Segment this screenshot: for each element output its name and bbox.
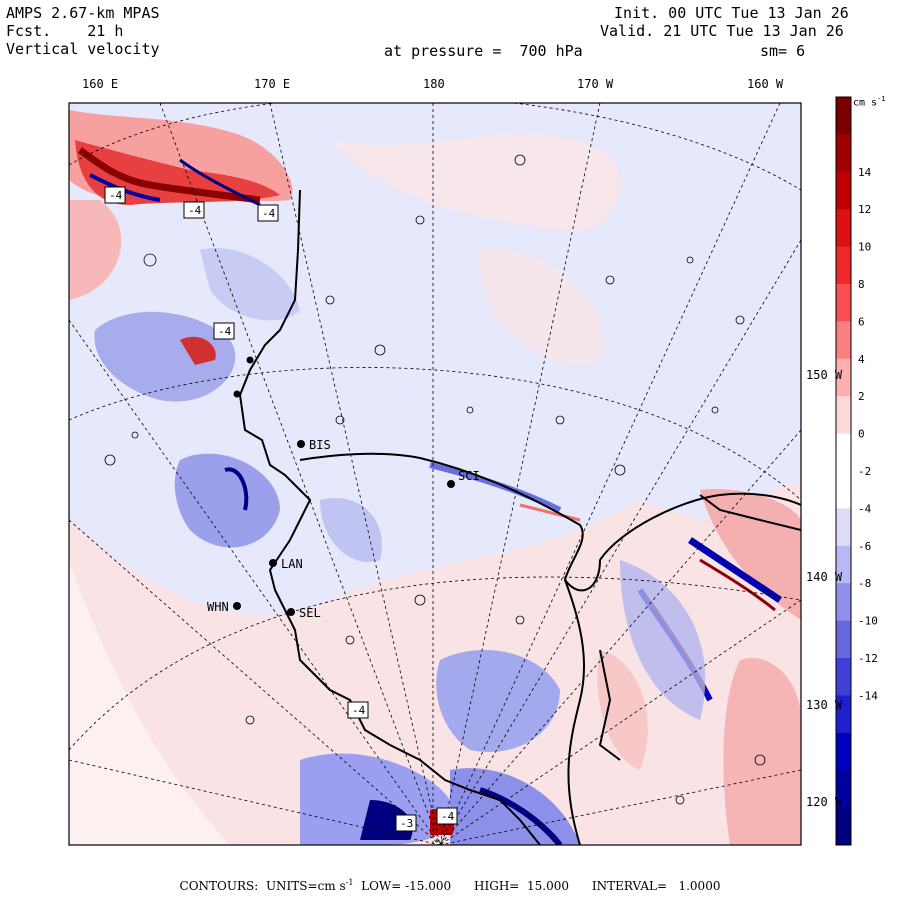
colorbar-tick-label: 8 [858, 278, 865, 291]
colorbar-tick-label: 2 [858, 390, 865, 403]
lon-label-170w: 170 W [577, 77, 614, 91]
stations: BIS SCI LAN WHN SEL [207, 356, 480, 620]
station-lan: LAN [269, 557, 303, 571]
colorbar-swatch [836, 171, 851, 210]
forecast-label-text: Fcst. [6, 22, 52, 40]
lon-label-120w: 120 W [806, 795, 843, 809]
colorbar-swatch [836, 732, 851, 771]
init-time: Init. 00 UTC Tue 13 Jan 26 [614, 4, 849, 22]
smoothing: sm= 6 [760, 42, 806, 60]
colorbar-tick-label: -10 [858, 615, 878, 628]
station-label-lan: LAN [281, 557, 303, 571]
colorbar: 14 12 10 8 6 4 2 0 -2 -4 -6 -8 -10 -12 -14 [835, 96, 878, 846]
vertical-velocity-field [69, 103, 801, 845]
footer-units: UNITS=cm s [265, 879, 346, 893]
contour-label: -4 [441, 810, 455, 823]
colorbar-tick-label: 10 [858, 241, 871, 254]
lon-label-160e: 160 E [82, 77, 119, 91]
colorbar-frame [835, 96, 852, 846]
colorbar-tick-label: -6 [858, 540, 871, 553]
contour-labels: -4 -4 -4 -4 -4 -3 -4 [104, 186, 458, 832]
colorbar-swatch [836, 284, 851, 322]
contour-label-box: -4 [257, 204, 279, 222]
colorbar-swatch [836, 620, 851, 659]
colorbar-tick-label: -2 [858, 465, 871, 478]
valid-time: Valid. 21 UTC Tue 13 Jan 26 [600, 22, 844, 40]
colorbar-swatch [836, 658, 851, 696]
footer-contour-info: CONTOURS: UNITS=cm s-1 LOW= -15.000 HIGH… [0, 878, 900, 893]
contour-label: -3 [400, 817, 413, 830]
contour-label-box: -4 [436, 807, 458, 825]
colorbar-swatch [836, 358, 851, 397]
colorbar-tick-label: 4 [858, 353, 865, 366]
model-title: AMPS 2.67-km MPAS [6, 4, 160, 22]
colorbar-swatch [836, 433, 851, 472]
lon-label-180: 180 [423, 77, 445, 91]
footer-contours: CONTOURS: [179, 879, 259, 893]
colorbar-tick-label: -14 [858, 689, 878, 702]
contour-label: -4 [262, 207, 276, 220]
footer-high: HIGH= 15.000 [474, 879, 569, 893]
lon-label-150w: 150 W [806, 368, 843, 382]
footer-low: LOW= -15.000 [361, 879, 452, 893]
colorbar-tick-label: 14 [858, 166, 872, 179]
contour-label-box: -3 [395, 814, 417, 832]
contour-label-box: -4 [347, 701, 369, 719]
contour-label: -4 [188, 204, 202, 217]
map-frame [68, 102, 802, 846]
contour-label-box: -4 [104, 186, 126, 204]
station-sel: SEL [287, 606, 321, 620]
contour-label: -4 [218, 325, 232, 338]
colorbar-tick-label: 12 [858, 203, 871, 216]
colorbar-swatch [836, 209, 851, 248]
colorbar-tick-label: -4 [858, 502, 872, 515]
colorbar-swatch [836, 321, 851, 360]
contour-label-box: -4 [213, 322, 235, 340]
colorbar-swatch [836, 134, 851, 173]
pressure-level: at pressure = 700 hPa [384, 42, 583, 60]
station-bis: BIS [297, 438, 331, 452]
colorbar-tick-label: 0 [858, 428, 865, 441]
contour-label: -4 [109, 189, 123, 202]
station-label-whn: WHN [207, 600, 229, 614]
colorbar-tick-label: -12 [858, 652, 878, 665]
colorbar-swatch [836, 770, 851, 809]
colorbar-swatch [836, 508, 851, 547]
station-sci: SCI [447, 469, 480, 488]
colorbar-swatch [836, 471, 851, 509]
colorbar-tick-label: 6 [858, 315, 865, 328]
colorbar-units-exp: -1 [877, 95, 886, 103]
station-label-sel: SEL [299, 606, 321, 620]
colorbar-swatch [836, 695, 851, 734]
station-label-bis: BIS [309, 438, 331, 452]
colorbar-units: cm s-1 [853, 95, 886, 108]
colorbar-swatch [836, 246, 851, 285]
contour-label: -4 [352, 704, 366, 717]
colorbar-swatch [836, 583, 851, 622]
colorbar-swatch [836, 545, 851, 584]
forecast-hours: 21 h [87, 22, 124, 40]
lon-label-130w: 130 W [806, 698, 843, 712]
lon-label-170e: 170 E [254, 77, 291, 91]
colorbar-swatch [836, 807, 851, 846]
lon-label-160w: 160 W [747, 77, 784, 91]
footer-interval: INTERVAL= 1.0000 [591, 879, 721, 893]
contour-label-box: -4 [183, 201, 205, 219]
station-whn: WHN [207, 600, 241, 614]
forecast-label: Fcst. 21 h [6, 22, 123, 40]
colorbar-swatch [836, 396, 851, 435]
station-label-sci: SCI [458, 469, 480, 483]
footer-units-exp: -1 [345, 878, 354, 887]
colorbar-units-text: cm s [853, 97, 878, 109]
lon-label-140w: 140 W [806, 570, 843, 584]
colorbar-tick-label: -8 [858, 577, 871, 590]
field-name: Vertical velocity [6, 40, 160, 58]
colorbar-swatch [836, 97, 851, 135]
